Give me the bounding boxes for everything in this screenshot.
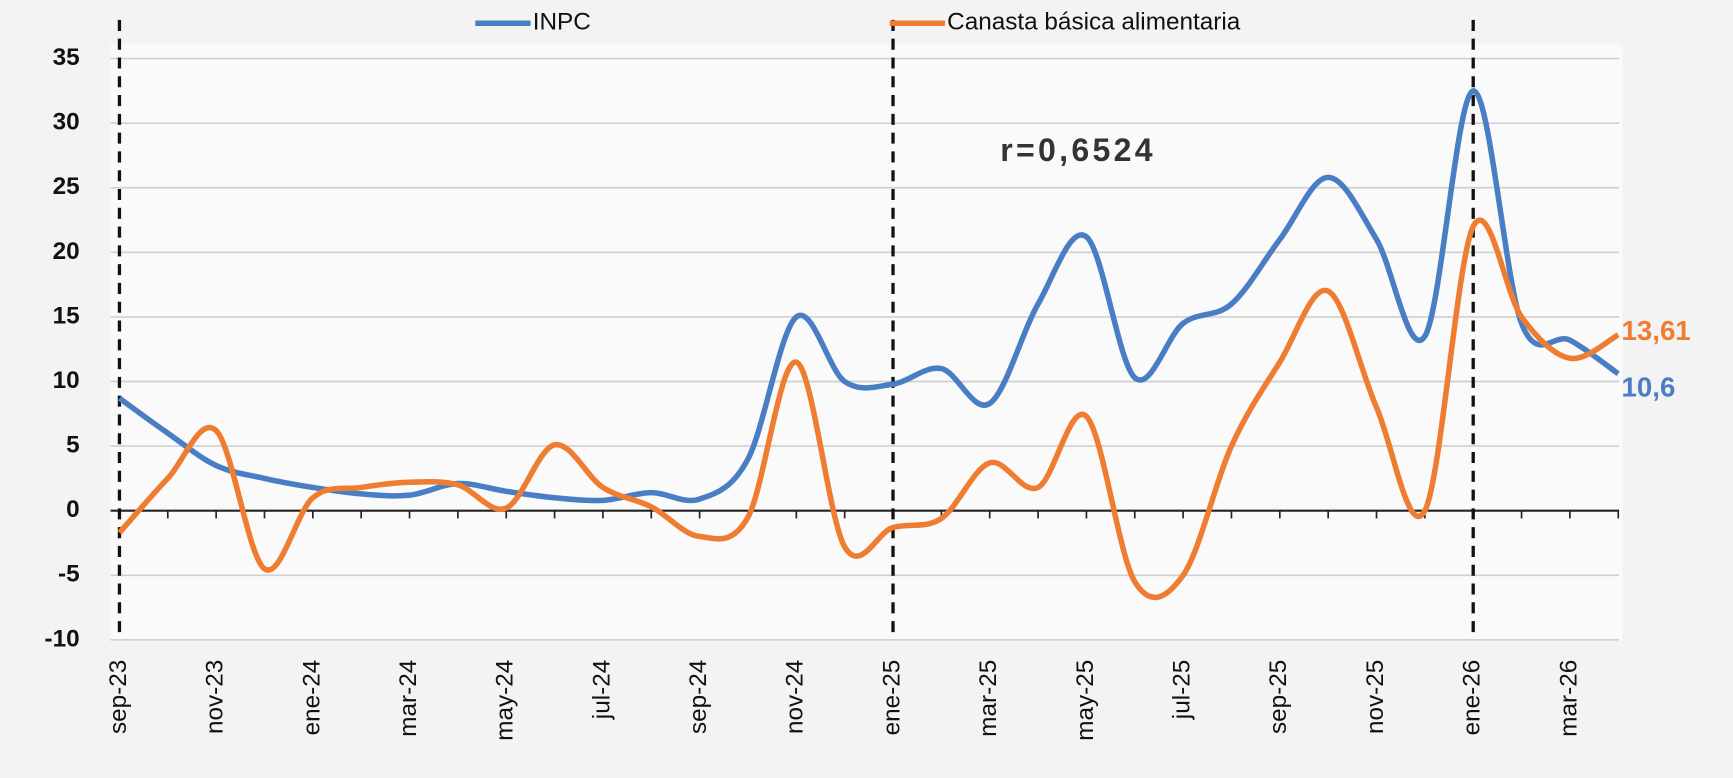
y-tick-label: 0	[66, 496, 80, 523]
x-tick-label: may-25	[1072, 660, 1099, 741]
legend-label: Canasta básica alimentaria	[947, 9, 1241, 36]
series-line	[117, 88, 1620, 504]
y-tick-label: 25	[53, 173, 80, 200]
y-tick-label: -5	[58, 561, 80, 588]
x-tick-label: nov-24	[782, 660, 809, 734]
x-tick-label: nov-23	[202, 660, 229, 734]
x-tick-label: ene-24	[298, 660, 325, 736]
y-tick-label: 5	[66, 432, 80, 459]
y-tick-label: 15	[53, 302, 80, 329]
x-tick-label: sep-23	[105, 660, 132, 734]
y-tick-label: 35	[53, 44, 80, 71]
x-tick-label: jul-24	[588, 660, 615, 720]
y-tick-label: 10	[53, 367, 80, 394]
x-tick-label: mar-26	[1555, 660, 1582, 737]
series-line	[117, 217, 1620, 601]
y-tick-label: 30	[53, 109, 80, 136]
x-tick-label: may-24	[492, 660, 519, 741]
plot-area	[110, 44, 1623, 641]
legend-label: INPC	[533, 9, 591, 36]
value-label: 10,6	[1622, 372, 1676, 403]
x-tick-label: mar-25	[975, 660, 1002, 737]
y-tick-label: -10	[45, 625, 80, 652]
x-tick-label: ene-26	[1459, 660, 1486, 736]
annotation: r=0,6524	[1000, 132, 1156, 168]
x-tick-label: ene-25	[878, 660, 905, 736]
value-label: 13,61	[1622, 315, 1691, 346]
x-tick-label: sep-25	[1265, 660, 1292, 734]
y-tick-label: 20	[53, 238, 80, 265]
x-tick-label: jul-25	[1169, 660, 1196, 720]
x-tick-label: nov-25	[1362, 660, 1389, 734]
x-tick-label: mar-24	[395, 660, 422, 737]
x-tick-label: sep-24	[685, 660, 712, 734]
